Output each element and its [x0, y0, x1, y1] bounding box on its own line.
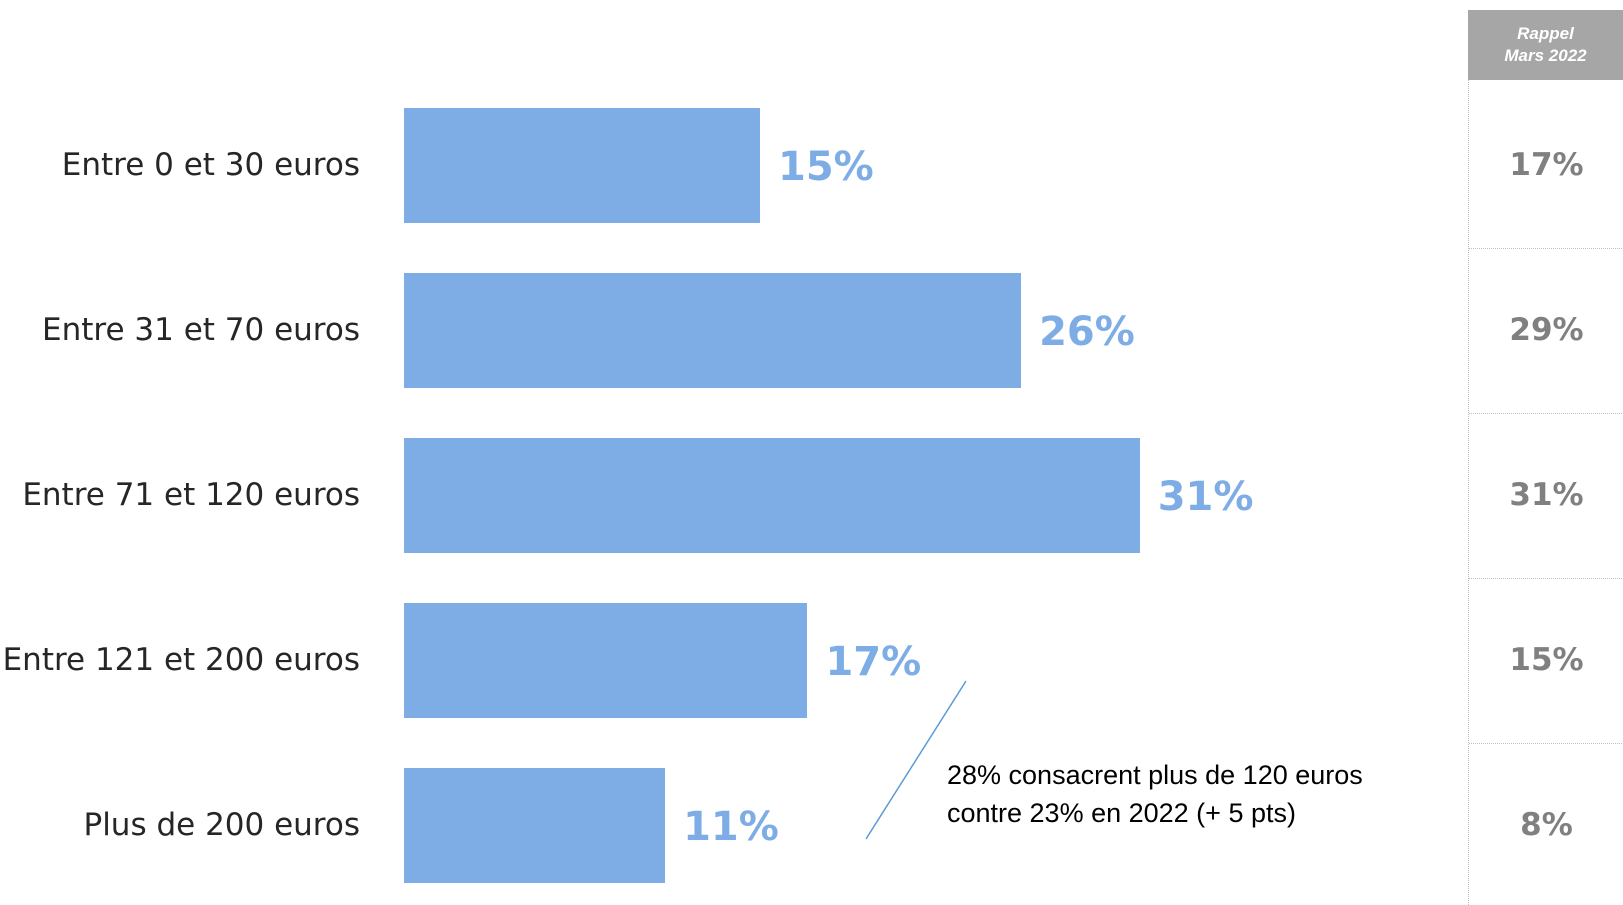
value-label: 15%	[778, 144, 874, 190]
bar	[404, 602, 808, 718]
value-label: 11%	[683, 804, 779, 850]
rappel-divider	[1469, 247, 1623, 249]
value-label: 31%	[1157, 474, 1254, 520]
category-label: Entre 0 et 30 euros	[61, 147, 360, 183]
rappel-value: 8%	[1520, 807, 1573, 843]
rappel-value: 17%	[1509, 147, 1584, 183]
rappel-value: 29%	[1509, 312, 1584, 348]
rappel-divider	[1469, 577, 1623, 579]
rappel-value: 31%	[1509, 477, 1584, 513]
bar	[404, 107, 760, 223]
bar	[404, 437, 1140, 553]
annotation-line-1: 28% consacrent plus de 120 euros	[947, 760, 1363, 790]
annotation: 28% consacrent plus de 120 euros contre …	[947, 756, 1467, 832]
category-label: Entre 71 et 120 euros	[22, 477, 360, 513]
rappel-divider	[1469, 412, 1623, 414]
category-label: Entre 121 et 200 euros	[2, 642, 360, 678]
bar	[404, 767, 666, 883]
value-label: 17%	[825, 639, 922, 685]
rappel-header-line-2: Mars 2022	[1504, 46, 1587, 65]
rappel-header-line-1: Rappel	[1517, 24, 1574, 43]
rappel-header: Rappel Mars 2022	[1468, 10, 1623, 80]
bar	[404, 272, 1022, 388]
value-label: 26%	[1039, 309, 1135, 355]
annotation-line-2: contre 23% en 2022 (+ 5 pts)	[947, 798, 1296, 828]
rappel-value: 15%	[1509, 642, 1584, 678]
category-label: Entre 31 et 70 euros	[42, 312, 360, 348]
rappel-divider	[1469, 742, 1623, 744]
rappel-column: 17% 29% 31% 15% 8%	[1468, 80, 1623, 905]
annotation-leader-line	[865, 680, 967, 840]
category-label: Plus de 200 euros	[83, 807, 361, 843]
